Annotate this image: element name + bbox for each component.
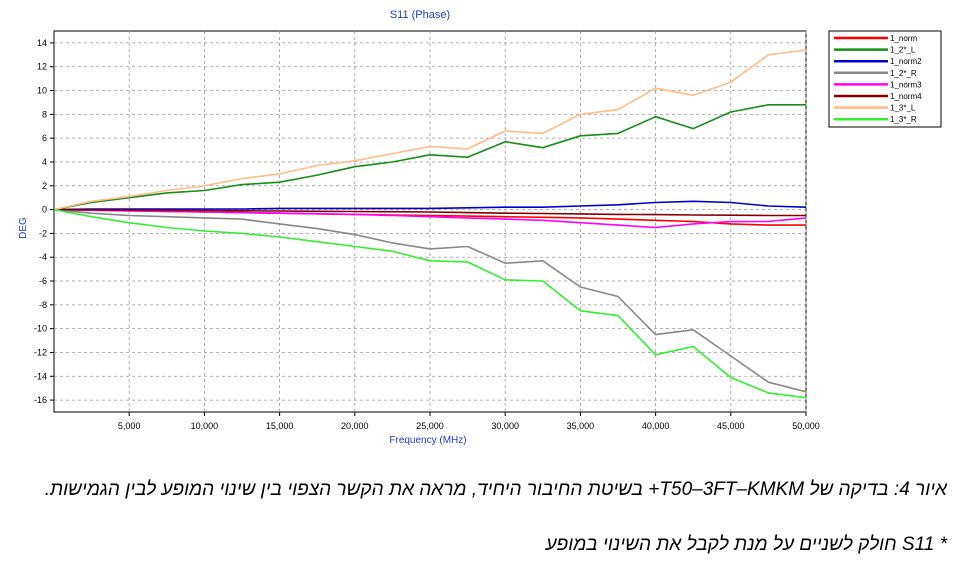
y-tick-label: -14 bbox=[34, 371, 47, 381]
x-tick-label: 15,000 bbox=[266, 421, 294, 431]
x-tick-label: 45,000 bbox=[717, 421, 745, 431]
legend-label: 1_norm bbox=[890, 34, 917, 43]
legend-label: 1_2*_R bbox=[890, 69, 917, 78]
y-tick-label: -16 bbox=[34, 395, 47, 405]
y-tick-label: 4 bbox=[42, 157, 47, 167]
series-line-1-2-r bbox=[53, 208, 807, 393]
series-line-1-3-r bbox=[53, 208, 807, 399]
legend-label: 1_2*_L bbox=[890, 46, 916, 55]
legend-box bbox=[828, 30, 942, 128]
x-tick-label: 50,000 bbox=[792, 421, 820, 431]
y-tick-label: 14 bbox=[37, 38, 47, 48]
y-tick-label: 0 bbox=[42, 205, 47, 215]
legend-label: 1_norm2 bbox=[890, 57, 922, 66]
legend-label: 1_3*_L bbox=[890, 104, 916, 113]
phase-chart: 14 12 10 8 6 4 2 0 -2 -4 -6 -8 -10 -12 -14 -16 5,000 10,… bbox=[18, 9, 942, 446]
y-tick-label: 2 bbox=[42, 181, 47, 191]
y-tick-label: -6 bbox=[39, 276, 47, 286]
grid-lines bbox=[54, 31, 807, 412]
legend: 1_norm 1_2*_L 1_norm2 1_2*_R 1_norm3 1_norm4 1… bbox=[828, 30, 942, 128]
legend-label: 1_norm3 bbox=[890, 80, 922, 89]
chart-title: S11 (Phase) bbox=[390, 9, 450, 21]
x-tick-label: 40,000 bbox=[642, 421, 670, 431]
x-tick-label: 30,000 bbox=[491, 421, 519, 431]
y-tick-label: 8 bbox=[42, 109, 47, 119]
y-tick-label: 10 bbox=[37, 86, 47, 96]
y-tick-label: -8 bbox=[39, 300, 47, 310]
x-tick-label: 35,000 bbox=[567, 421, 595, 431]
y-tick-label: 6 bbox=[42, 133, 47, 143]
series-lines bbox=[53, 49, 807, 399]
figure-caption: איור 4: בדיקה של T50–3FT–KMKM+ בשיטת החי… bbox=[44, 479, 947, 500]
y-tick-label: -12 bbox=[34, 347, 47, 357]
series-line-1-3-l bbox=[53, 49, 807, 211]
series-line-1-2-l bbox=[53, 104, 806, 211]
x-tick-label: 20,000 bbox=[341, 421, 369, 431]
y-axis-label: DEG bbox=[18, 217, 29, 239]
x-tick-label: 25,000 bbox=[416, 421, 444, 431]
series-line-1-norm4 bbox=[53, 208, 806, 217]
series-line-1-norm3 bbox=[53, 208, 807, 229]
x-axis-label: Frequency (MHz) bbox=[389, 435, 466, 446]
y-tick-label: -2 bbox=[39, 228, 47, 238]
x-tick-label: 10,000 bbox=[191, 421, 219, 431]
series-line-1-norm2 bbox=[53, 200, 807, 211]
legend-label: 1_3*_R bbox=[890, 115, 917, 124]
y-tick-label: 12 bbox=[37, 62, 47, 72]
y-tick-label: -4 bbox=[39, 252, 47, 262]
y-tick-label: -10 bbox=[34, 324, 47, 334]
x-tick-label: 5,000 bbox=[118, 421, 141, 431]
x-axis-ticks: 5,000 10,000 15,000 20,000 25,000 30,000 35,00… bbox=[118, 412, 820, 431]
y-axis-ticks: 14 12 10 8 6 4 2 0 -2 -4 -6 -8 -10 -12 -14 -16 bbox=[34, 38, 54, 405]
figure-footnote: * S11 חולק לשניים על מנת לקבל את השינוי … bbox=[545, 534, 947, 555]
legend-label: 1_norm4 bbox=[890, 92, 922, 101]
